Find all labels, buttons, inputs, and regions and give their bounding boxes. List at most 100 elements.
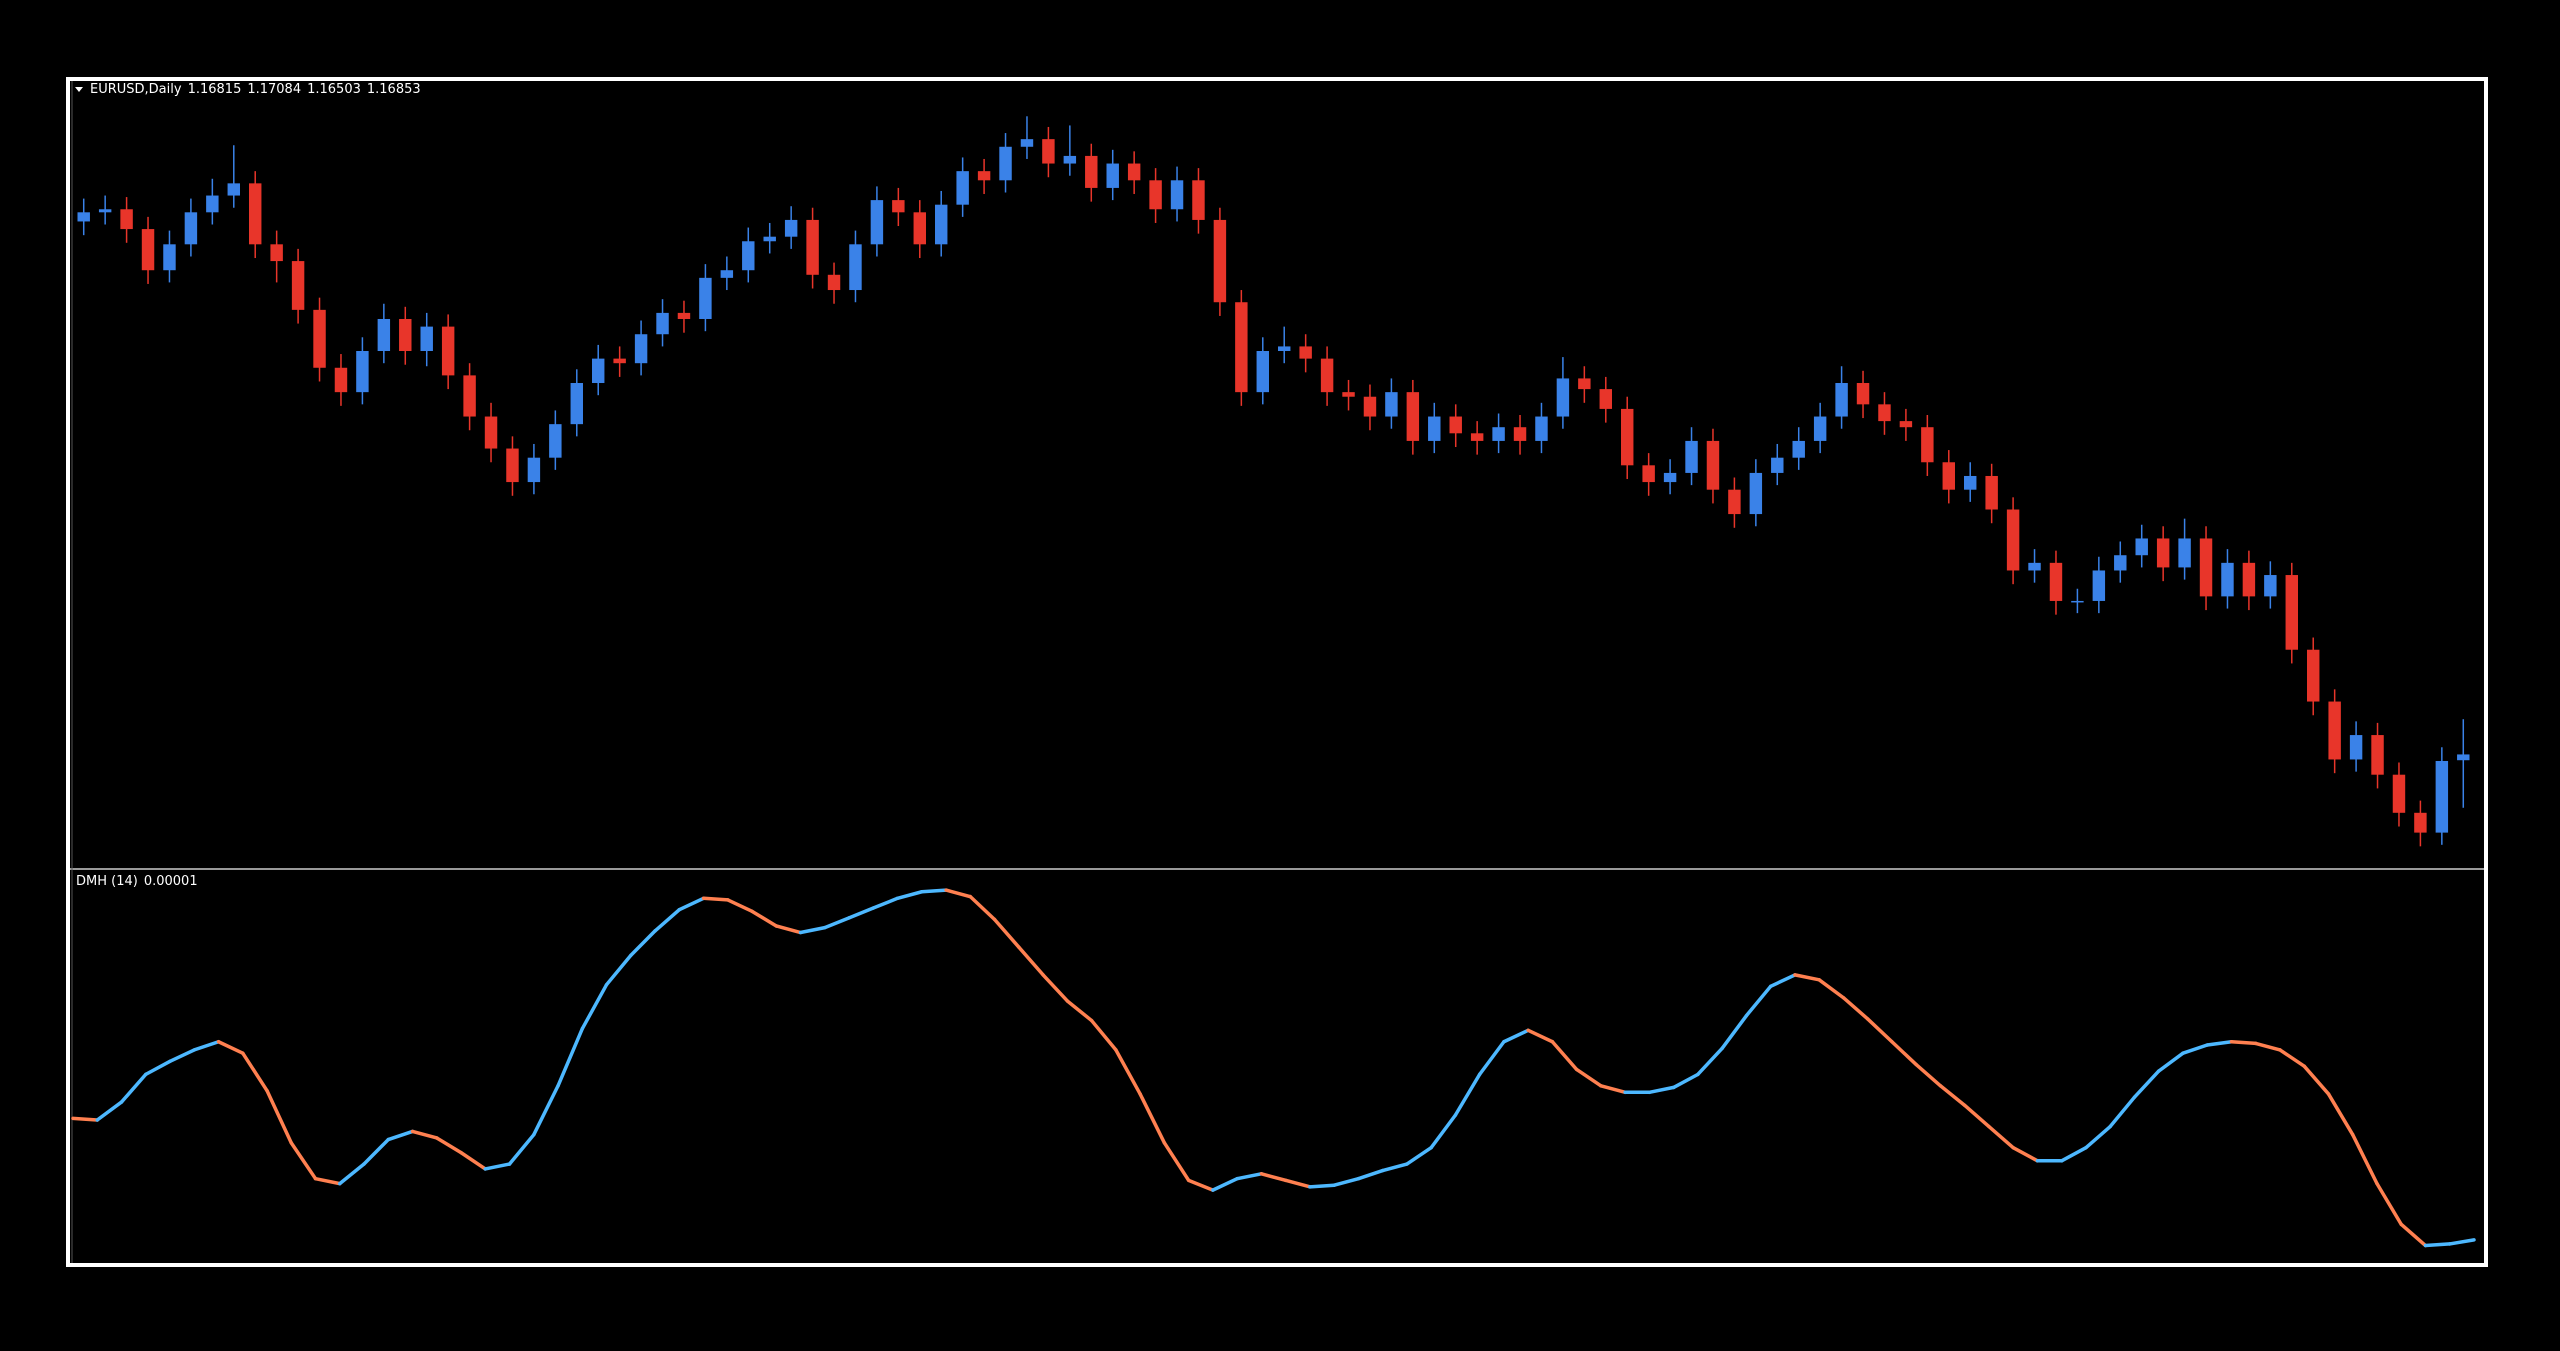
candle-body	[98, 209, 112, 213]
candle-body	[1385, 392, 1398, 417]
candle-body	[1299, 346, 1312, 359]
candle-body	[2071, 600, 2084, 603]
candle-body	[484, 416, 498, 449]
candle-body	[1170, 180, 1184, 210]
indicator-segment	[847, 906, 876, 920]
indicator-segment	[1962, 1103, 1991, 1129]
candle-body	[2392, 774, 2406, 813]
candle-body	[1706, 440, 1720, 490]
symbol: EURUSD,Daily	[90, 82, 182, 97]
candle-body	[1642, 465, 1655, 483]
indicator-segment	[289, 1141, 318, 1181]
candle-body	[2349, 735, 2363, 760]
candle-body	[2457, 754, 2470, 761]
candle-body	[527, 457, 541, 483]
indicator-segment	[774, 924, 803, 935]
candle-body	[1492, 427, 1505, 441]
candle-body	[2178, 538, 2191, 568]
candle-body	[1792, 440, 1805, 458]
candle-body	[1470, 433, 1484, 441]
indicator-segment	[1793, 973, 1821, 982]
candle-body	[291, 261, 305, 310]
close: 1.16853	[366, 82, 421, 97]
candle-body	[2135, 538, 2148, 556]
indicator-segment	[119, 1072, 148, 1104]
candle-body	[1256, 351, 1269, 393]
candle-body	[935, 204, 948, 245]
candle-body	[1749, 472, 1763, 515]
candle-body	[2028, 562, 2041, 571]
indicator-segment	[168, 1048, 197, 1064]
candle-body	[763, 236, 776, 242]
indicator-segment	[1477, 1040, 1506, 1077]
indicator-segment	[1550, 1040, 1579, 1072]
candle-body	[613, 358, 626, 364]
candle-body	[1663, 472, 1677, 483]
candle-body	[827, 274, 841, 291]
indicator-segment	[2011, 1145, 2040, 1163]
candle-body	[1063, 155, 1077, 164]
indicator-segment	[1526, 1028, 1555, 1044]
indicator-segment	[362, 1137, 391, 1166]
candle-body	[420, 326, 433, 351]
indicator-segment	[2302, 1064, 2331, 1096]
candle-body	[1149, 180, 1162, 210]
candle-body	[313, 309, 326, 368]
candle-body	[270, 244, 283, 262]
indicator-segment	[1865, 1017, 1894, 1044]
candle-body	[677, 312, 691, 319]
indicator-segment	[1429, 1113, 1458, 1150]
indicator-segment	[701, 896, 730, 902]
indicator-header: DMH (14) 0.00001	[76, 874, 204, 889]
indicator-segment	[653, 907, 682, 933]
open: 1.16815	[187, 82, 242, 97]
indicator-segment	[386, 1129, 415, 1142]
indicator-value: 0.00001	[143, 874, 198, 889]
indicator-segment	[1574, 1067, 1603, 1088]
candle-body	[356, 351, 369, 393]
price-header: EURUSD,Daily 1.16815 1.17084 1.16503 1.16853	[90, 82, 427, 97]
indicator-segment	[1405, 1145, 1433, 1166]
candle-body	[977, 171, 991, 181]
indicator-segment	[2399, 1222, 2428, 1248]
candle-body	[1042, 139, 1055, 164]
candle-body	[1621, 408, 1634, 466]
candle-body	[1878, 404, 1891, 422]
indicator-segment	[144, 1059, 172, 1077]
indicator-segment	[944, 888, 973, 899]
candle-body	[2156, 538, 2170, 568]
indicator-segment	[2423, 1242, 2452, 1248]
indicator-segment	[1138, 1092, 1167, 1145]
indicator-segment	[410, 1129, 439, 1140]
indicator-segment	[241, 1051, 269, 1093]
candle-body	[377, 318, 391, 351]
indicator-segment	[1089, 1018, 1118, 1052]
candle-body	[656, 312, 669, 335]
candle-body	[1813, 416, 1827, 441]
indicator-segment	[2156, 1051, 2185, 1073]
indicator-segment	[1308, 1183, 1336, 1189]
candle-body	[2006, 509, 2020, 571]
candle-body	[1127, 163, 1141, 181]
indicator-segment	[1259, 1172, 1288, 1183]
candle-body	[1428, 416, 1441, 441]
candle-body	[913, 212, 926, 245]
candle-body	[1235, 302, 1248, 393]
collapse-arrow[interactable]	[75, 87, 83, 92]
high: 1.17084	[247, 82, 302, 97]
candle-body	[1771, 457, 1784, 473]
candle-body	[1020, 139, 1034, 147]
indicator-segment	[992, 917, 1021, 949]
indicator-segment	[580, 982, 609, 1031]
candle-body	[399, 318, 412, 351]
candle-body	[2049, 562, 2063, 601]
candle-body	[1599, 389, 1612, 409]
indicator-segment	[1599, 1084, 1627, 1095]
indicator-segment	[1647, 1085, 1676, 1095]
candle-body	[784, 219, 798, 237]
indicator-segment	[1841, 995, 1870, 1021]
indicator-segment	[435, 1136, 463, 1155]
candle-body	[206, 195, 219, 213]
